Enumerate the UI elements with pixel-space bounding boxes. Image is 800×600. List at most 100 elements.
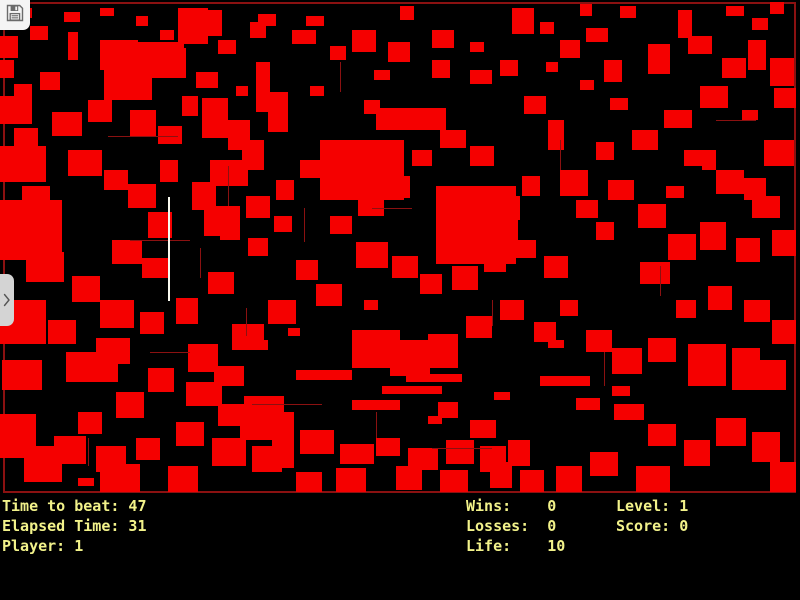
field-block xyxy=(638,204,666,228)
field-block xyxy=(192,182,216,210)
field-block xyxy=(716,170,744,194)
field-block xyxy=(668,234,696,260)
field-block xyxy=(248,238,268,256)
field-block xyxy=(610,98,628,110)
field-block xyxy=(396,466,422,490)
field-block xyxy=(14,128,38,148)
field-block xyxy=(614,404,644,420)
field-block xyxy=(218,40,236,54)
field-block xyxy=(182,96,198,116)
field-block xyxy=(188,344,218,372)
field-block xyxy=(546,62,558,72)
field-block xyxy=(152,48,186,78)
field-block xyxy=(292,30,316,44)
field-block xyxy=(700,222,726,250)
field-block xyxy=(340,444,374,464)
field-line xyxy=(228,166,229,206)
field-block xyxy=(560,300,578,316)
field-block xyxy=(136,16,148,26)
field-block xyxy=(100,8,114,16)
field-block xyxy=(438,402,458,418)
field-block xyxy=(560,170,588,196)
stat-score: Score: 0 xyxy=(616,517,689,535)
sidebar-expand-handle[interactable] xyxy=(0,274,14,326)
stat-level: Level: 1 xyxy=(616,497,689,515)
field-line xyxy=(560,140,561,170)
field-block xyxy=(548,340,564,348)
field-block xyxy=(406,374,462,382)
field-block xyxy=(726,6,744,16)
field-block xyxy=(364,300,378,310)
field-block xyxy=(2,360,42,390)
field-line xyxy=(88,438,89,466)
field-block xyxy=(684,440,710,466)
field-block xyxy=(246,196,270,218)
field-block xyxy=(700,86,728,108)
field-block xyxy=(470,420,496,438)
field-block xyxy=(666,186,684,198)
field-block xyxy=(296,472,322,492)
field-block xyxy=(580,4,592,16)
stat-life: Life: 10 xyxy=(466,537,566,555)
field-block xyxy=(256,62,270,112)
field-block xyxy=(136,438,160,460)
field-block xyxy=(596,222,614,240)
field-block xyxy=(648,44,670,74)
field-block xyxy=(208,272,234,294)
field-line xyxy=(492,300,493,326)
field-block xyxy=(466,316,492,338)
field-block xyxy=(752,18,768,30)
field-block xyxy=(64,12,80,22)
field-block xyxy=(560,40,580,58)
field-block xyxy=(620,6,636,18)
field-block xyxy=(356,242,388,268)
field-block xyxy=(128,184,156,208)
field-block xyxy=(142,258,168,278)
game-playfield[interactable] xyxy=(0,0,800,495)
field-line xyxy=(372,208,412,209)
field-block xyxy=(742,110,758,120)
field-block xyxy=(276,180,294,200)
field-block xyxy=(678,10,692,38)
field-block xyxy=(78,412,102,434)
field-block xyxy=(508,440,530,466)
field-block xyxy=(40,72,60,90)
field-block xyxy=(250,22,266,38)
field-block xyxy=(52,112,82,136)
field-block xyxy=(240,420,286,440)
field-block xyxy=(612,386,630,396)
field-block xyxy=(428,334,458,368)
field-block xyxy=(490,462,512,488)
field-block xyxy=(520,470,544,492)
field-block xyxy=(708,286,732,310)
stat-wins: Wins: 0 xyxy=(466,497,557,515)
field-block xyxy=(764,140,794,166)
field-block xyxy=(432,60,450,78)
field-block xyxy=(548,120,564,150)
field-block xyxy=(0,60,14,78)
field-block xyxy=(524,96,546,114)
field-block xyxy=(196,72,218,88)
save-button[interactable] xyxy=(0,0,30,30)
field-block xyxy=(376,108,446,130)
player-trail-line xyxy=(168,197,170,301)
field-line xyxy=(108,136,178,137)
field-block xyxy=(100,464,140,492)
field-block xyxy=(212,438,246,466)
field-block xyxy=(702,160,716,170)
field-line xyxy=(304,208,305,242)
field-block xyxy=(296,370,352,380)
field-block xyxy=(176,478,194,488)
field-block xyxy=(296,260,318,280)
field-block xyxy=(596,142,614,160)
field-block xyxy=(160,30,174,40)
field-block xyxy=(452,266,478,290)
field-block xyxy=(648,338,676,362)
field-block xyxy=(330,46,346,60)
chevron-right-icon xyxy=(3,293,11,307)
field-block xyxy=(744,178,766,200)
field-block xyxy=(772,320,796,344)
field-block xyxy=(440,470,468,492)
field-line xyxy=(716,120,756,121)
